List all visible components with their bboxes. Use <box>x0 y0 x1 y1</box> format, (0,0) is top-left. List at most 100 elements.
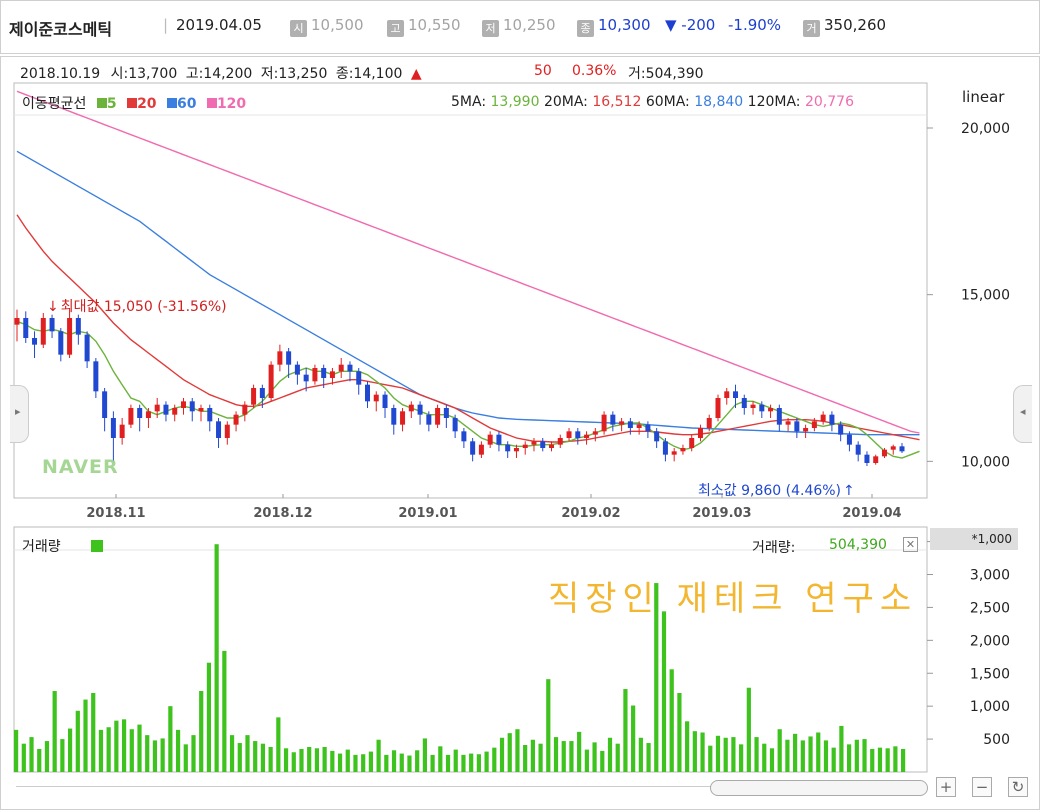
candle-body <box>216 421 222 438</box>
volume-bar <box>399 753 404 772</box>
ma20-value: 16,512 <box>592 94 642 110</box>
candle-body <box>496 434 502 445</box>
volume-bar <box>669 669 674 772</box>
volume-tick-label: 1,000 <box>970 699 1010 715</box>
volume-bar <box>777 729 782 772</box>
volume-bar <box>44 741 50 772</box>
candle-body <box>619 421 625 425</box>
candle-body <box>172 408 178 415</box>
candle-body <box>382 394 388 408</box>
volume-bar <box>322 746 327 772</box>
volume-bar <box>746 687 751 772</box>
volume-bar <box>361 754 366 772</box>
price-plot-area <box>13 82 928 499</box>
candle-body <box>549 444 555 448</box>
candle-body <box>338 364 344 372</box>
info-low: 13,250 <box>278 66 328 82</box>
ma20-line <box>16 214 920 443</box>
candle-body <box>785 421 791 425</box>
candle-body <box>40 318 46 345</box>
volume-bar <box>276 717 281 772</box>
volume-bar <box>21 743 26 772</box>
reset-icon[interactable]: ↻ <box>1008 777 1028 797</box>
candle-body <box>461 431 467 442</box>
volume-bar <box>654 583 659 772</box>
candle-body <box>592 431 598 435</box>
candle-body <box>207 408 213 422</box>
info-low-label: 저: <box>260 66 279 82</box>
scale-mode[interactable]: linear <box>962 88 1005 106</box>
candle-body <box>364 384 370 402</box>
price-panel: 10,000 15,000 20,000 2018.11 2018.12 2019.01 2… <box>13 82 1010 521</box>
volume-bar <box>415 750 420 772</box>
candle-body <box>32 338 38 345</box>
volume-bar <box>546 679 551 772</box>
info-high: 14,200 <box>203 66 253 82</box>
zoom-in-icon[interactable]: + <box>936 777 956 797</box>
candle-body <box>697 428 703 438</box>
company-name[interactable]: 제이준코스메틱 <box>9 20 113 39</box>
y-tick-label: 20,000 <box>961 121 1010 137</box>
candle-body <box>557 438 563 445</box>
ma60-line <box>16 150 920 436</box>
volume-bar <box>145 735 150 772</box>
volume-bar <box>376 739 381 772</box>
scroll-track[interactable] <box>16 786 926 787</box>
candle-body <box>689 438 695 448</box>
header-close-value: 10,300 <box>598 16 651 34</box>
volume-bar <box>268 746 273 772</box>
candle-body <box>303 374 309 382</box>
candle-body <box>645 424 651 432</box>
volume-bar <box>561 741 566 772</box>
candle-body <box>443 408 449 418</box>
volume-bar <box>739 744 744 772</box>
candle-body <box>654 431 660 442</box>
close-x-icon[interactable]: ✕ <box>903 537 918 552</box>
volume-bar <box>708 745 713 772</box>
candle-body <box>733 391 739 398</box>
volume-bar <box>901 748 906 772</box>
candle-body <box>49 318 55 332</box>
candle-body <box>584 434 590 438</box>
candle-body <box>855 444 861 455</box>
header-low: 저 10,250 <box>482 16 556 37</box>
candle-body <box>470 441 476 455</box>
candle-body <box>662 441 668 455</box>
y-tick-label: 10,000 <box>961 454 1010 470</box>
info-volume-label: 거: <box>628 66 646 82</box>
volume-bar <box>229 735 235 772</box>
volume-bar <box>91 693 96 772</box>
ma20-value-label: 20MA: <box>543 94 588 110</box>
candle-body <box>522 444 528 448</box>
header-close: 종 10,300 <box>577 16 651 37</box>
volume-bar <box>438 746 443 772</box>
max-arrow-icon: ↓ <box>47 299 59 315</box>
candle-body <box>846 434 852 445</box>
volume-bar <box>14 729 19 772</box>
volume-bar <box>793 733 798 772</box>
ma120-value-label: 120MA: <box>747 94 801 110</box>
candle-body <box>750 404 756 408</box>
min-annotation: 최소값 9,860 (4.46%) ↑ <box>698 480 855 500</box>
candle-body <box>189 401 195 412</box>
zoom-out-icon[interactable]: − <box>972 777 992 797</box>
header-high: 고 10,550 <box>387 16 461 37</box>
volume-bar <box>330 750 335 772</box>
candle-body <box>67 318 73 355</box>
candle-body <box>23 318 29 338</box>
volume-bar <box>237 743 242 772</box>
scroll-thumb[interactable] <box>710 780 928 796</box>
candle-body <box>487 434 493 445</box>
info-high-label: 고: <box>185 66 204 82</box>
high-icon: 고 <box>387 20 404 37</box>
ma120-period: 120 <box>216 96 247 112</box>
expand-right-icon[interactable]: ◂ <box>1013 385 1032 443</box>
expand-left-icon[interactable]: ▸ <box>10 385 29 443</box>
volume-bar <box>523 745 528 772</box>
candle-body <box>794 421 800 432</box>
volume-bar <box>469 753 474 772</box>
candle-body <box>356 371 362 385</box>
candle-body <box>803 428 809 432</box>
